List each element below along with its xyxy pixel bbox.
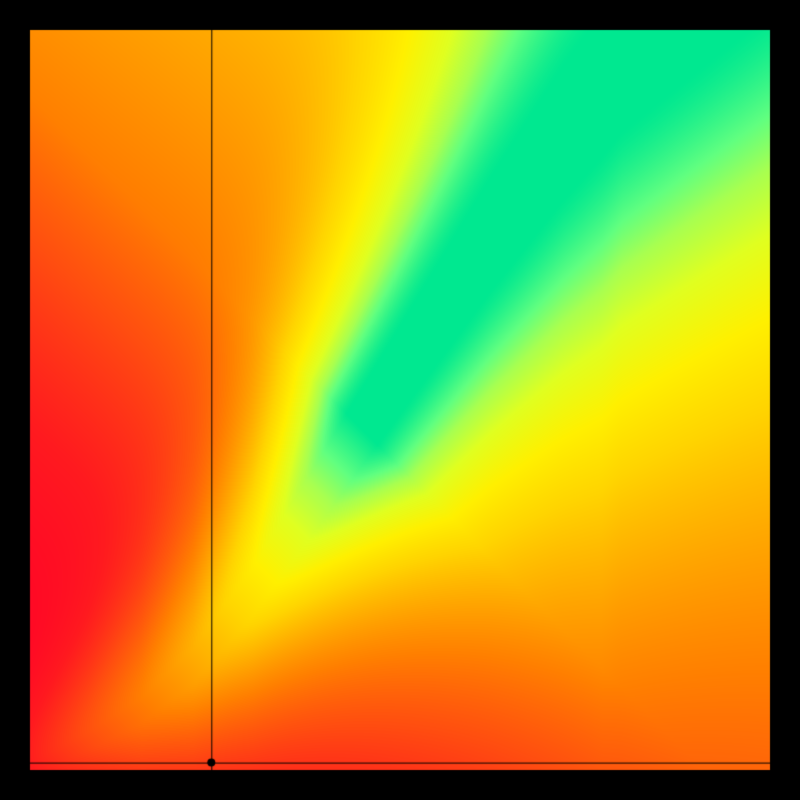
heatmap-canvas [0,0,800,800]
